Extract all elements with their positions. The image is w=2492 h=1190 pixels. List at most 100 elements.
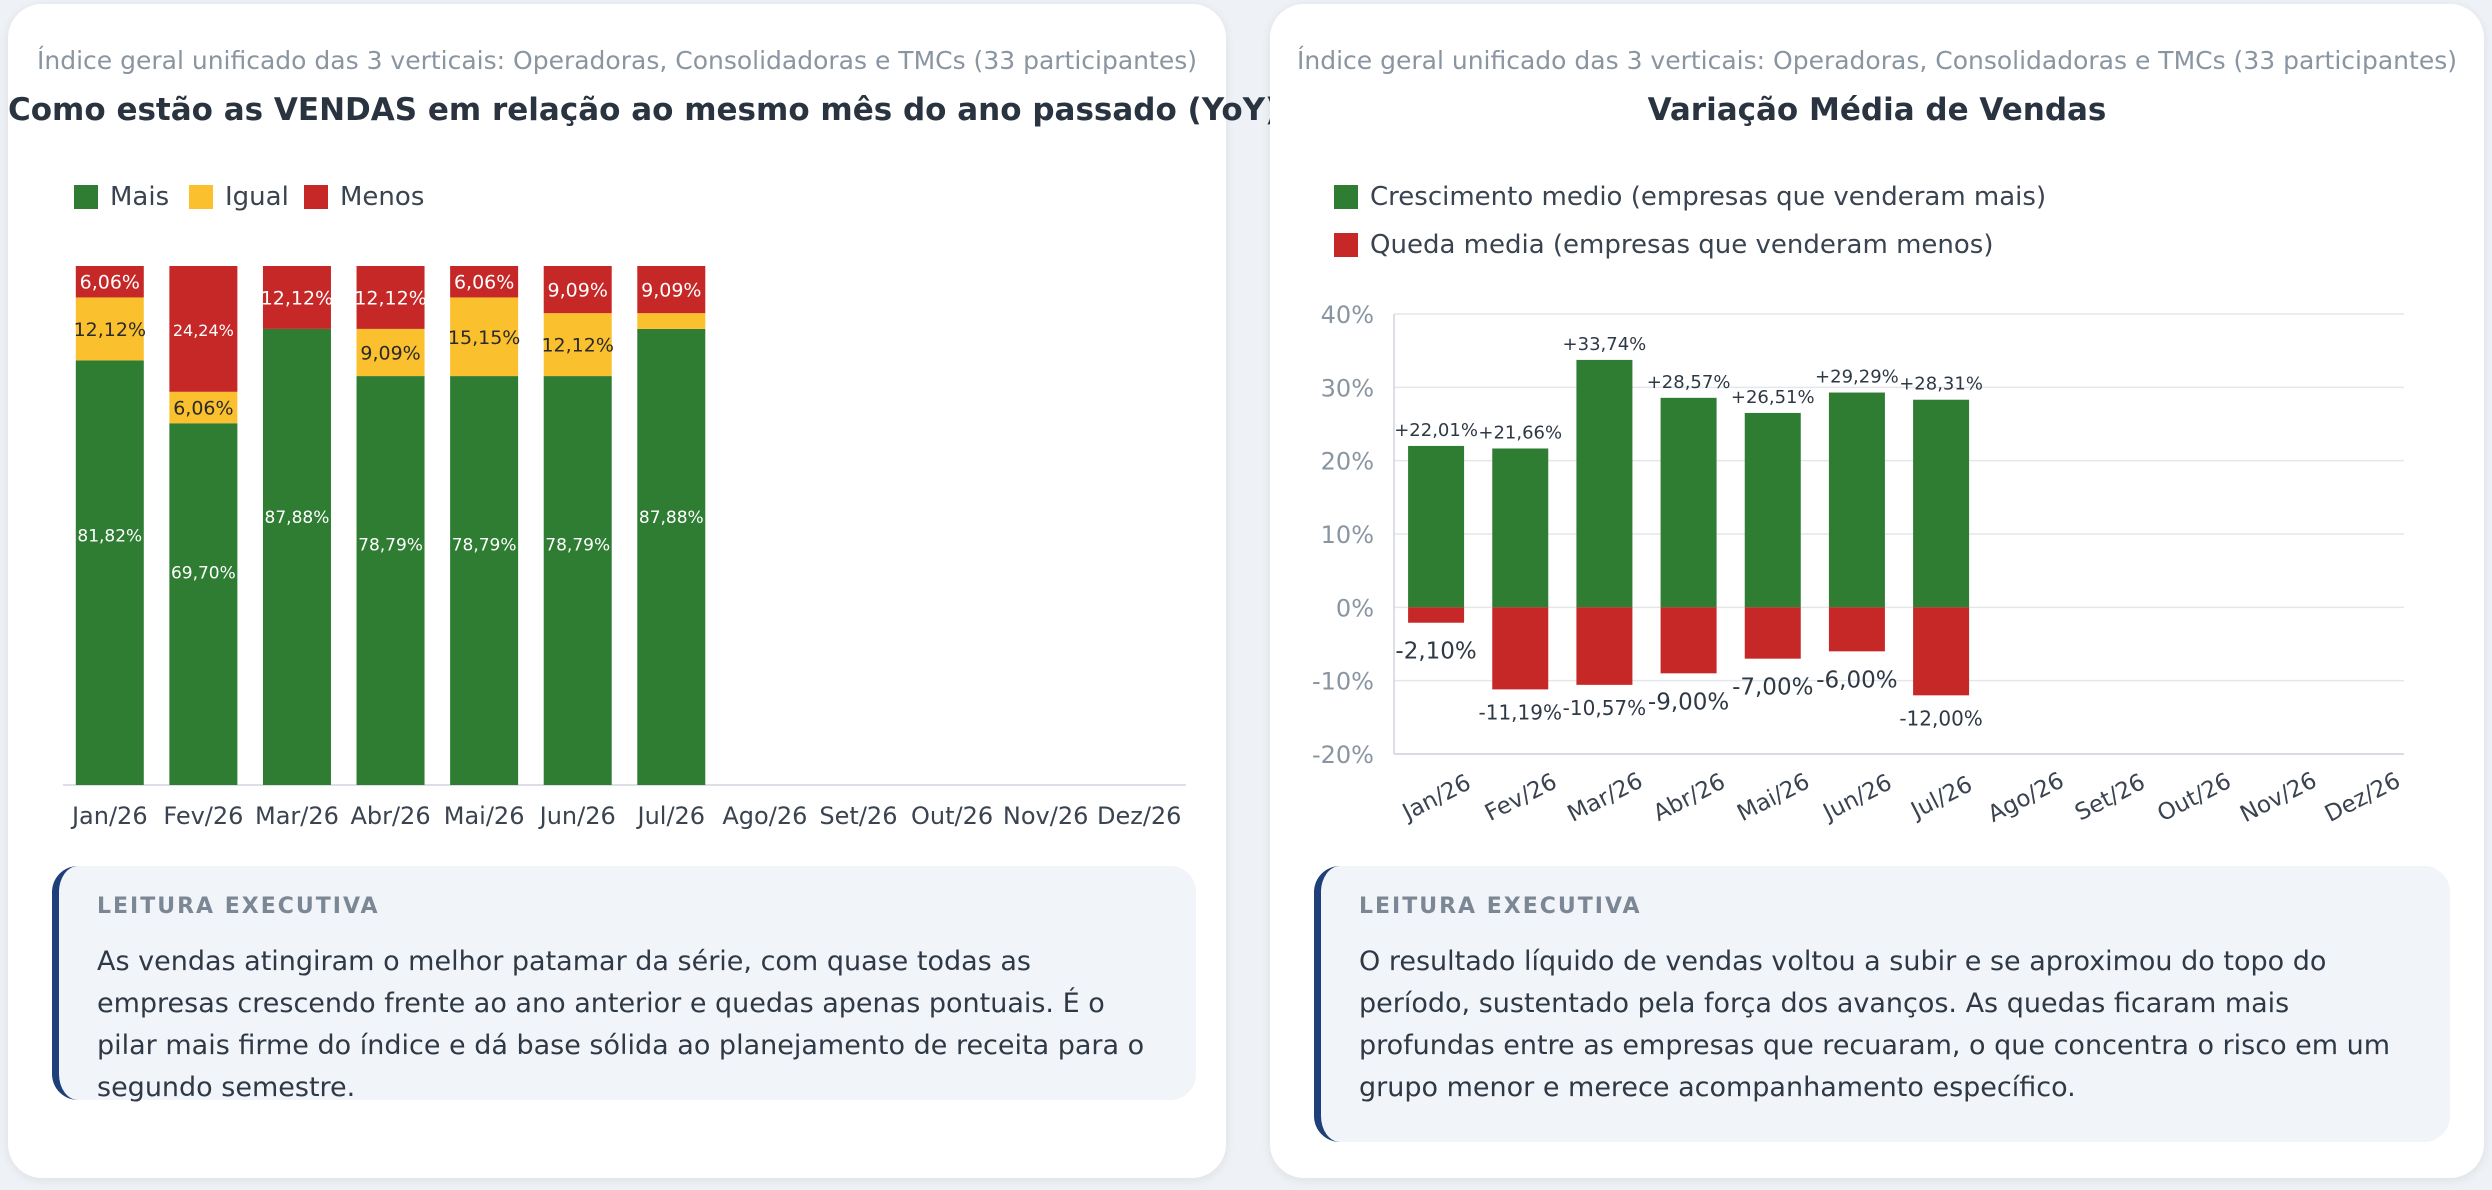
- bar-segment-igual: [450, 297, 519, 377]
- data-label: 6,06%: [173, 398, 233, 420]
- bar-segment-igual: [543, 313, 612, 377]
- data-label: 87,88%: [265, 508, 330, 528]
- bar-segment-mais: [262, 328, 331, 785]
- legend-label: Mais: [110, 182, 170, 212]
- bar-queda: [1408, 607, 1465, 623]
- stacked-bar-chart: Jan/26 81,82% 12,12% 6,06% Fev/26 69,70% 6,06%…: [63, 266, 1186, 830]
- chart-subtitle: Índice geral unificado das 3 verticais: …: [1297, 46, 2457, 75]
- data-label: 9,09%: [641, 280, 701, 302]
- data-label: 15,15%: [448, 327, 520, 349]
- executive-summary: LEITURA EXECUTIVA O resultado líquido de…: [1314, 866, 2450, 1142]
- executive-summary: LEITURA EXECUTIVA As vendas atingiram o …: [52, 866, 1196, 1103]
- x-tick-label: Mai/26: [1733, 769, 1814, 827]
- data-label: 9,09%: [548, 280, 608, 302]
- data-label: -11,19%: [1479, 700, 1562, 724]
- vendas-yoy-card: Índice geral unificado das 3 verticais: …: [8, 4, 1280, 1178]
- chart-title: Variação Média de Vendas: [1647, 92, 2107, 128]
- x-tick-label: Mar/26: [1564, 768, 1647, 828]
- data-label: +21,66%: [1478, 422, 1562, 443]
- executive-summary-text: As vendas atingiram o melhor patamar da …: [97, 946, 1145, 1103]
- data-label: 81,82%: [77, 526, 142, 546]
- data-label: 6,06%: [454, 272, 514, 294]
- variacao-media-card: Índice geral unificado das 3 verticais: …: [1270, 4, 2484, 1178]
- data-label: 9,09%: [360, 342, 420, 364]
- legend-label: Queda media (empresas que venderam menos…: [1370, 230, 1994, 260]
- bar-segment-igual: [169, 391, 238, 424]
- y-tick-label: 40%: [1321, 301, 1374, 329]
- x-tick-label: Nov/26: [1003, 802, 1088, 830]
- data-label: -9,00%: [1648, 689, 1729, 715]
- x-tick-label: Dez/26: [1097, 802, 1181, 830]
- data-label: -7,00%: [1732, 675, 1813, 701]
- legend-swatch: [74, 185, 98, 209]
- x-tick-label: Jan/26: [70, 802, 148, 830]
- bar-queda: [1744, 607, 1801, 659]
- bar-crescimento: [1660, 397, 1717, 608]
- bar-segment-mais: [637, 328, 706, 785]
- bar-queda: [1660, 607, 1717, 674]
- bar-crescimento: [1408, 445, 1465, 608]
- bar-segment-mais: [450, 376, 519, 785]
- x-tick-label: Abr/26: [350, 802, 430, 830]
- legend-item-crescimento[interactable]: Crescimento medio (empresas que venderam…: [1334, 182, 2046, 212]
- bar-segment-igual: [356, 328, 425, 377]
- x-tick-label: Out/26: [2153, 768, 2235, 827]
- x-tick-label: Out/26: [911, 802, 993, 830]
- bar-segment-menos: [543, 266, 612, 314]
- x-tick-label: Fev/26: [1481, 769, 1561, 827]
- y-tick-label: 0%: [1336, 594, 1374, 622]
- bar-segment-igual: [637, 313, 706, 329]
- legend-label: Menos: [340, 182, 425, 212]
- x-tick-label: Fev/26: [163, 802, 243, 830]
- x-tick-label: Dez/26: [2321, 768, 2405, 828]
- data-label: 78,79%: [545, 536, 610, 556]
- legend-item-menos[interactable]: Menos: [304, 182, 424, 212]
- legend-swatch: [1334, 185, 1358, 209]
- x-tick-label: Jun/26: [538, 802, 616, 830]
- x-tick-label: Mai/26: [444, 802, 525, 830]
- x-tick-label: Jan/26: [1397, 770, 1475, 827]
- data-label: 12,12%: [354, 287, 426, 309]
- data-label: -10,57%: [1563, 696, 1646, 720]
- legend-item-mais[interactable]: Mais: [74, 182, 169, 212]
- bar-queda: [1492, 607, 1549, 690]
- bar-chart: 40% 30% 20% 10% 0% -10% -20% Jan/26 +22,01% -2,10…: [1312, 301, 2405, 828]
- y-tick-label: -20%: [1312, 741, 1374, 769]
- data-label: -12,00%: [1899, 706, 1982, 730]
- x-tick-label: Set/26: [2071, 769, 2149, 826]
- bar-crescimento: [1576, 359, 1633, 608]
- bar-segment-menos: [169, 266, 238, 392]
- bar-segment-mais: [169, 423, 238, 785]
- bar-crescimento: [1744, 412, 1801, 608]
- y-tick-label: 20%: [1321, 448, 1374, 476]
- data-label: 78,79%: [452, 536, 517, 556]
- data-label: +29,29%: [1815, 367, 1899, 388]
- bar-segment-menos: [637, 266, 706, 314]
- bar-segment-menos: [262, 266, 331, 329]
- x-tick-label: Abr/26: [1649, 769, 1729, 827]
- data-label: +26,51%: [1731, 387, 1815, 408]
- bar-segment-mais: [543, 376, 612, 785]
- legend-item-igual[interactable]: Igual: [189, 182, 289, 212]
- data-label: 87,88%: [639, 508, 704, 528]
- bar-segment-igual: [75, 297, 144, 361]
- data-label: +22,01%: [1394, 420, 1478, 441]
- y-tick-label: -10%: [1312, 668, 1374, 696]
- chart-title: Como estão as VENDAS em relação ao mesmo…: [8, 92, 1280, 128]
- bar-queda: [1913, 607, 1970, 696]
- data-label: 24,24%: [173, 321, 234, 340]
- data-label: 78,79%: [358, 536, 423, 556]
- data-label: +28,31%: [1899, 374, 1983, 395]
- x-tick-label: Ago/26: [722, 802, 807, 830]
- bar-segment-menos: [356, 266, 425, 329]
- legend-item-queda[interactable]: Queda media (empresas que venderam menos…: [1334, 230, 1993, 260]
- y-tick-label: 10%: [1321, 521, 1374, 549]
- executive-summary-heading: LEITURA EXECUTIVA: [97, 894, 380, 919]
- data-label: 12,12%: [541, 335, 613, 357]
- executive-summary-heading: LEITURA EXECUTIVA: [1359, 894, 1642, 919]
- data-label: -2,10%: [1395, 639, 1476, 665]
- legend-swatch: [189, 185, 213, 209]
- data-label: -6,00%: [1816, 667, 1897, 693]
- bar-crescimento: [1492, 448, 1549, 608]
- bar-segment-mais: [356, 376, 425, 785]
